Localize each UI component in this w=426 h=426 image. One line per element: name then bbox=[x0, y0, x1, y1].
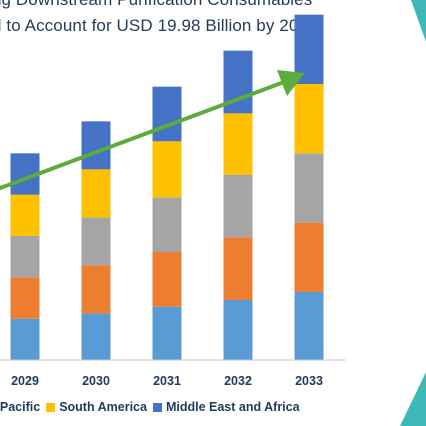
x-tick-label: 2033 bbox=[295, 374, 323, 388]
bar-segment-2033-s3 bbox=[294, 84, 324, 154]
bar-segment-2030-s3 bbox=[81, 169, 111, 218]
legend-label: South America bbox=[59, 400, 147, 414]
chart-legend: ia Pacific South America Middle East and A… bbox=[0, 400, 306, 414]
bar-segment-2032-s2 bbox=[223, 174, 253, 238]
x-tick-label: 2032 bbox=[224, 374, 252, 388]
chart-title-line-1: ng Downstream Purification Consumables bbox=[0, 0, 312, 10]
legend-label: Middle East and Africa bbox=[165, 400, 300, 414]
bar-segment-2032-s3 bbox=[223, 113, 253, 175]
x-tick-label: 2031 bbox=[153, 374, 181, 388]
legend-item: Middle East and Africa bbox=[152, 400, 300, 414]
legend-item: ia Pacific bbox=[0, 400, 40, 414]
chart-title-line-2: d to Account for USD 19.98 Billion by 20… bbox=[0, 16, 318, 35]
legend-swatch bbox=[46, 402, 56, 412]
x-tick-label: 2030 bbox=[82, 374, 110, 388]
bar-segment-2029-s3 bbox=[10, 194, 40, 236]
legend-label: ia Pacific bbox=[0, 400, 41, 414]
bar-segment-2029-s0 bbox=[10, 318, 40, 360]
bar-segment-2031-s1 bbox=[152, 252, 182, 307]
bar-segment-2029-s1 bbox=[10, 277, 40, 319]
bar-segment-2032-s1 bbox=[223, 237, 253, 300]
bar-segment-2031-s2 bbox=[152, 197, 182, 252]
trend-arrow-line bbox=[0, 80, 286, 191]
bar-segment-2031-s3 bbox=[152, 141, 182, 198]
bar-segment-2031-s0 bbox=[152, 306, 182, 360]
bar-segment-2029-s2 bbox=[10, 236, 40, 278]
x-tick-label: 2029 bbox=[11, 374, 39, 388]
bar-segment-2030-s4 bbox=[81, 121, 111, 170]
bar-segment-2033-s0 bbox=[294, 292, 324, 360]
bar-segment-2033-s2 bbox=[294, 153, 324, 223]
bar-segment-2030-s1 bbox=[81, 265, 111, 314]
trend-arrow-head bbox=[277, 70, 305, 96]
legend-swatch bbox=[152, 402, 162, 412]
bar-segment-2033-s1 bbox=[294, 222, 324, 292]
teal-accent-shape bbox=[411, 0, 426, 42]
bar-segment-2032-s0 bbox=[223, 300, 253, 360]
bar-segment-2030-s2 bbox=[81, 217, 111, 266]
bar-segment-2031-s4 bbox=[152, 86, 182, 142]
teal-accent-shape bbox=[400, 372, 426, 426]
bar-segment-2030-s0 bbox=[81, 313, 111, 360]
legend-item: South America bbox=[46, 400, 147, 414]
